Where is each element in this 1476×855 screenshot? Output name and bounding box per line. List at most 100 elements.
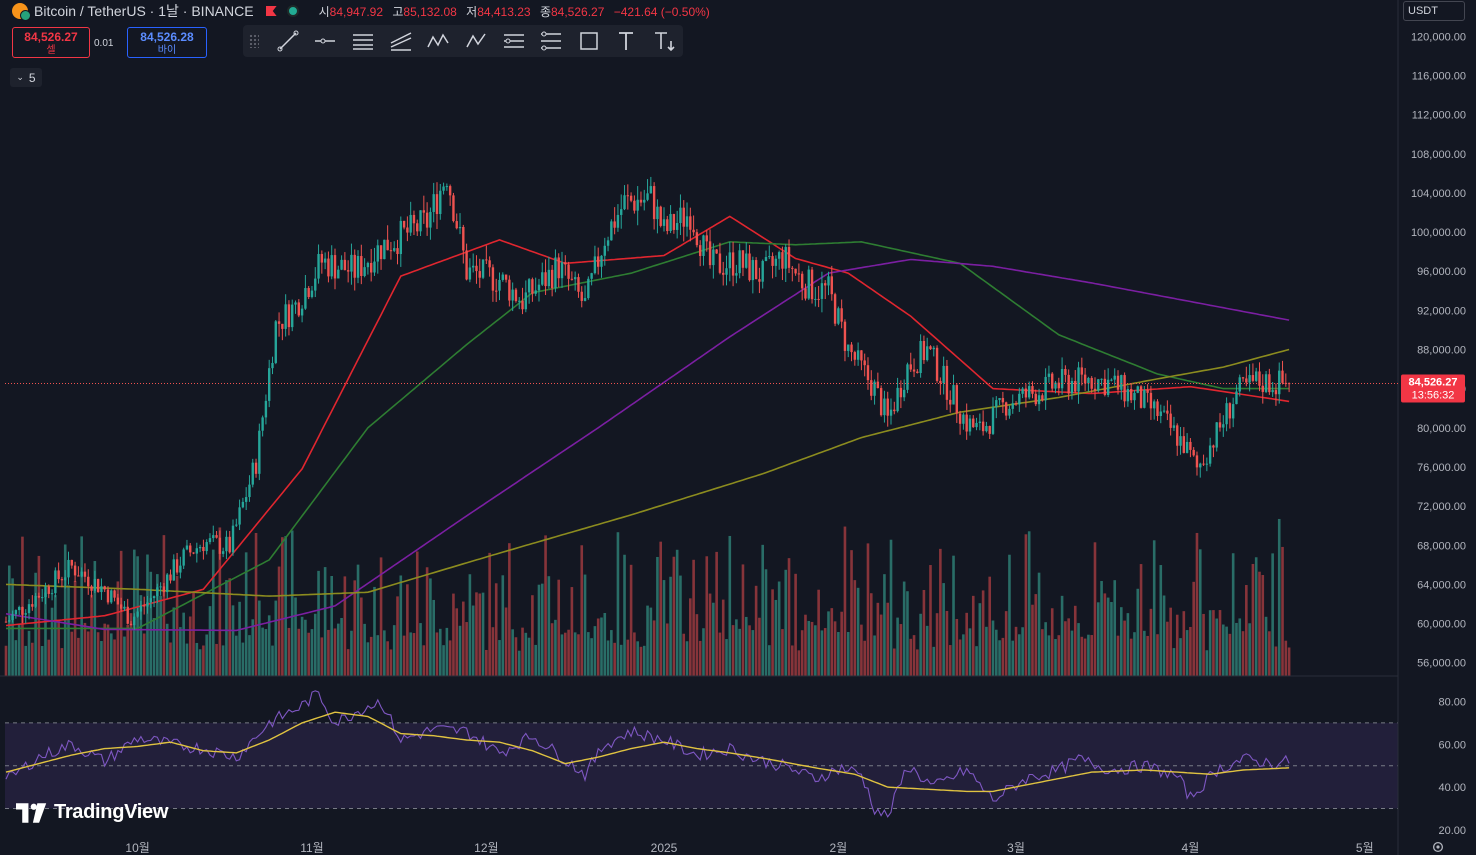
volume-bar bbox=[626, 639, 630, 676]
candle-body bbox=[863, 360, 866, 366]
candle-body bbox=[929, 346, 932, 350]
candle-body bbox=[1218, 422, 1222, 428]
rsi-tick-label: 20.00 bbox=[1438, 825, 1466, 837]
sell-button[interactable]: 84,526.27 셀 bbox=[12, 27, 90, 58]
volume-bar bbox=[1284, 640, 1288, 676]
candle-body bbox=[93, 579, 97, 591]
horizontal-ray-icon[interactable] bbox=[307, 27, 345, 55]
volume-bar bbox=[965, 612, 968, 676]
volume-bar bbox=[629, 564, 633, 676]
candle-body bbox=[794, 268, 797, 274]
abcd-pattern-icon[interactable] bbox=[457, 27, 495, 55]
volume-bar bbox=[781, 629, 784, 676]
tradingview-logo[interactable]: TradingView bbox=[16, 801, 168, 824]
parallel-channel-icon[interactable] bbox=[344, 27, 382, 55]
candle-body bbox=[11, 614, 14, 621]
candle-body bbox=[478, 271, 481, 278]
volume-bar bbox=[1208, 610, 1212, 676]
volume-bar bbox=[1152, 540, 1156, 676]
volume-bar bbox=[11, 578, 14, 676]
text-size-icon[interactable] bbox=[645, 27, 683, 55]
volume-bar bbox=[613, 642, 616, 676]
candle-body bbox=[735, 273, 738, 276]
candle-body bbox=[850, 344, 853, 353]
candle-body bbox=[225, 536, 228, 552]
candle-body bbox=[1113, 375, 1116, 380]
ma-line bbox=[6, 240, 1290, 630]
flag-icon[interactable] bbox=[265, 6, 277, 16]
volume-bar bbox=[774, 599, 778, 676]
volume-bar bbox=[465, 622, 468, 676]
volume-bar bbox=[547, 576, 551, 676]
volume-bar bbox=[47, 639, 51, 676]
candle-body bbox=[916, 371, 919, 374]
volume-bar bbox=[1021, 627, 1024, 676]
fib-retracement-icon[interactable] bbox=[495, 27, 533, 55]
candle-body bbox=[274, 321, 277, 363]
volume-bar bbox=[718, 632, 722, 676]
volume-bar bbox=[50, 607, 54, 676]
regression-trend-icon[interactable] bbox=[382, 27, 420, 55]
volume-bar bbox=[1143, 630, 1146, 676]
candle-body bbox=[110, 590, 113, 603]
volume-bar bbox=[119, 550, 123, 676]
volume-bar bbox=[340, 617, 343, 676]
volume-bar bbox=[725, 639, 728, 676]
candle-body bbox=[73, 565, 77, 576]
rectangle-icon[interactable] bbox=[570, 27, 608, 55]
buy-button[interactable]: 84,526.28 바이 bbox=[127, 27, 207, 58]
candle-body bbox=[106, 589, 110, 603]
volume-bar bbox=[455, 608, 459, 676]
candle-body bbox=[24, 613, 27, 615]
spread-value: 0.01 bbox=[94, 38, 114, 49]
candle-body bbox=[1054, 382, 1057, 389]
currency-selector[interactable]: USDT bbox=[1403, 1, 1465, 21]
settings-gear-icon[interactable] bbox=[1431, 840, 1445, 854]
volume-bar bbox=[577, 634, 580, 676]
fib-channel-icon[interactable] bbox=[532, 27, 570, 55]
xabcd-pattern-icon[interactable] bbox=[419, 27, 457, 55]
symbol-title[interactable]: Bitcoin / TetherUS · 1날 · BINANCE bbox=[34, 3, 254, 19]
indicators-collapse-button[interactable]: ⌄ 5 bbox=[10, 68, 42, 87]
volume-bar bbox=[1014, 626, 1018, 676]
text-icon[interactable] bbox=[608, 27, 646, 55]
candle-body bbox=[1008, 408, 1011, 416]
volume-bar bbox=[267, 615, 271, 676]
candle-body bbox=[935, 347, 939, 381]
volume-bar bbox=[560, 634, 564, 676]
volume-bar bbox=[399, 575, 403, 676]
candle-body bbox=[1074, 380, 1077, 392]
market-status-icon[interactable] bbox=[286, 5, 299, 17]
volume-bar bbox=[1195, 532, 1199, 676]
volume-bar bbox=[893, 648, 896, 676]
candle-body bbox=[504, 274, 508, 280]
candle-body bbox=[1129, 389, 1133, 401]
currency-label: USDT bbox=[1408, 5, 1438, 17]
candle-body bbox=[96, 579, 100, 593]
candle-body bbox=[238, 507, 241, 525]
candle-body bbox=[672, 214, 676, 230]
candle-body bbox=[531, 279, 534, 294]
trend-line-icon[interactable] bbox=[269, 27, 307, 55]
candle-body bbox=[179, 565, 182, 573]
volume-bar bbox=[767, 645, 771, 676]
candle-body bbox=[764, 257, 768, 261]
volume-bar bbox=[1123, 620, 1126, 676]
volume-bar bbox=[1215, 618, 1219, 676]
candle-body bbox=[508, 279, 511, 301]
volume-bar bbox=[564, 632, 567, 676]
volume-bar bbox=[1251, 563, 1255, 676]
volume-bar bbox=[481, 592, 485, 676]
volume-bar bbox=[1047, 635, 1051, 676]
candle-body bbox=[629, 195, 633, 201]
volume-bar bbox=[573, 632, 577, 676]
volume-bar bbox=[540, 583, 544, 676]
volume-bar bbox=[771, 589, 774, 676]
volume-bar bbox=[1235, 622, 1238, 676]
candle-body bbox=[695, 232, 699, 246]
drag-handle-icon[interactable] bbox=[249, 34, 259, 48]
candle-body bbox=[1189, 441, 1192, 450]
volume-bar bbox=[80, 536, 83, 676]
time-tick-label: 2월 bbox=[830, 841, 848, 855]
